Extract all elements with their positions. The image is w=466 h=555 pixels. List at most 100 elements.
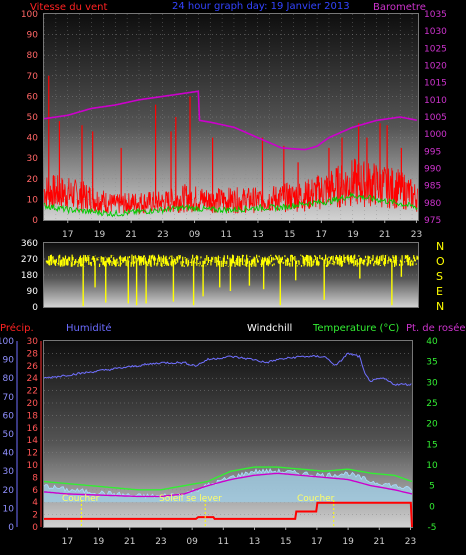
temp-panel-x-tick-label: 17 [311,537,322,547]
temp-panel-x-tick-label: 21 [124,537,135,547]
humidity-y-tick-label: 18 [27,411,39,421]
wind-y-tick-label: 80 [27,51,39,61]
humidity-y-tick-label: 12 [27,449,38,459]
barometer-y-tick-label: 995 [424,147,441,157]
barometer-y-tick-label: 1005 [424,113,447,123]
dewpoint-line [43,472,413,498]
chart-title: 24 hour graph day: 19 Janvier 2013 [172,1,350,12]
wind-panel-x-tick-label: 21 [379,230,390,240]
wind-y-tick-label: 90 [27,31,39,41]
direction-y-tick-label: 360 [21,239,38,249]
precip-label: Précip. [0,322,34,334]
wind-panel-x-tick-label: 19 [94,230,106,240]
compass-e: E [436,285,443,298]
precip-y-tick-label: 70 [3,393,15,403]
humidity-y-tick-label: 16 [27,424,39,434]
compass-n1: N [436,240,444,253]
temperature-y-tick-label: 0 [429,502,435,512]
barometer-y-tick-label: 1025 [424,44,447,54]
wind-y-tick-label: 0 [32,216,38,226]
dewpoint-label: Pt. de rosée [406,322,466,334]
temperature-y-tick-label: 20 [426,420,438,430]
wind-speed-line [43,158,418,215]
wind-direction-plot: 360 270 180 90 0 [21,239,419,313]
humidity-y-tick-label: 28 [27,349,39,359]
temp-panel-x-tick-label: 09 [186,537,198,547]
precip-y-tick-label: 100 [0,337,14,347]
humidity-y-tick-label: 26 [27,362,39,372]
wind-panel-x-tick-label: 19 [347,230,359,240]
temp-panel-x-tick-label: 19 [93,537,105,547]
precip-y-tick-label: 60 [3,411,15,421]
direction-y-tick-label: 180 [21,271,38,281]
wind-y-tick-label: 60 [27,92,39,102]
temperature-humidity-plot: 1009080706050403020100302826242220181614… [0,337,438,547]
wind-y-tick-label: 30 [27,154,39,164]
temperature-y-tick-label: 15 [426,440,437,450]
humidity-y-tick-label: 14 [27,436,39,446]
barometer-y-tick-label: 1000 [424,130,447,140]
temp-panel-x-tick-label: 21 [374,537,385,547]
humidity-label: Humidité [66,322,112,334]
precip-y-tick-label: 30 [3,467,15,477]
temp-panel-x-tick-label: 17 [62,537,73,547]
humidity-line [43,352,412,387]
temp-panel-x-tick-label: 23 [405,537,416,547]
wind-panel-x-tick-label: 17 [316,230,327,240]
temp-panel-x-tick-label: 15 [280,537,291,547]
precip-y-tick-label: 0 [8,523,14,533]
temperature-y-tick-label: 40 [426,337,438,347]
barometer-y-tick-label: 1030 [424,27,447,37]
humidity-y-tick-label: 2 [32,511,38,521]
wind-panel-x-tick-label: 09 [189,230,201,240]
barometer-y-tick-label: 990 [424,165,441,175]
sunrise-label: Soleil se lever [159,494,222,504]
compass-s: S [436,270,443,283]
windchill-label: Windchill [247,323,292,334]
humidity-y-tick-label: 10 [27,461,39,471]
precip-y-tick-label: 50 [3,430,15,440]
temperature-y-tick-label: 10 [426,461,438,471]
wind-barometer-plot: 1009080706050403020100103510301025102010… [21,10,447,240]
direction-y-tick-label: 270 [21,255,38,265]
compass-n2: N [436,300,444,313]
temperature-line [43,466,413,491]
barometer-y-tick-label: 1020 [424,62,447,72]
humidity-y-tick-label: 22 [27,387,38,397]
temp-panel-x-tick-label: 19 [342,537,354,547]
wind-panel-x-tick-label: 15 [284,230,295,240]
precip-y-tick-label: 80 [3,374,15,384]
direction-y-tick-label: 0 [32,303,38,313]
wind-y-tick-label: 40 [27,134,39,144]
barometer-y-tick-label: 985 [424,182,441,192]
barometer-label: Barometre [373,2,426,13]
wind-y-tick-label: 20 [27,175,39,185]
temperature-y-tick-label: 30 [426,378,438,388]
sunset-label-2: Coucher [297,494,335,504]
temperature-y-tick-label: -5 [428,523,437,533]
precip-y-tick-label: 10 [3,504,15,514]
wind-panel-x-tick-label: 21 [125,230,136,240]
temperature-label: Temperature (°C) [312,323,399,334]
temperature-y-tick-label: 25 [426,399,437,409]
barometer-y-tick-label: 1010 [424,96,447,106]
compass-o: O [436,255,445,268]
wind-y-tick-label: 70 [27,72,39,82]
precip-line [44,501,413,528]
direction-panel-frame [43,242,419,308]
direction-y-tick-label: 90 [27,287,39,297]
wind-panel-x-tick-label: 17 [62,230,73,240]
wind-y-tick-label: 100 [21,10,38,20]
wind-panel-x-tick-label: 23 [157,230,168,240]
humidity-y-tick-label: 24 [27,374,39,384]
barometer-y-tick-label: 975 [424,216,441,226]
humidity-y-tick-label: 8 [32,473,38,483]
temperature-y-tick-label: 5 [429,482,435,492]
temp-panel-x-tick-label: 13 [249,537,260,547]
humidity-y-tick-label: 0 [32,523,38,533]
precip-y-tick-label: 40 [3,449,15,459]
barometer-y-tick-label: 1015 [424,79,447,89]
wind-panel-x-tick-label: 23 [411,230,422,240]
precip-y-tick-label: 90 [3,356,15,366]
